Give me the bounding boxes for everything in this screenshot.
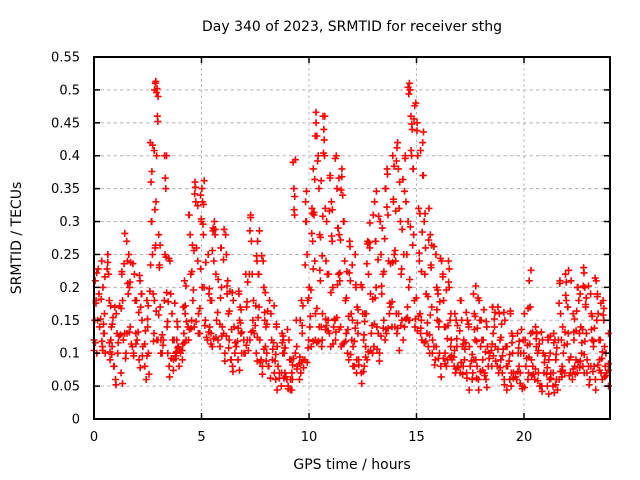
x-tick-label: 5 — [197, 430, 205, 445]
y-tick-label: 0.15 — [51, 314, 80, 329]
data-points — [90, 77, 612, 398]
axis-tick-labels: 0 5 10 15 20 0 0.05 0.1 0.15 0.2 0.25 0.3 0.35 0.4 0.4… — [51, 51, 532, 446]
x-tick-label: 0 — [90, 430, 98, 445]
plot-border — [93, 56, 611, 420]
x-tick-label: 15 — [408, 430, 425, 445]
x-axis-label: GPS time / hours — [293, 457, 410, 473]
y-tick-label: 0.5 — [59, 83, 80, 98]
y-tick-label: 0.05 — [51, 380, 80, 395]
data-point-markers — [90, 77, 612, 398]
chart-title: Day 340 of 2023, SRMTID for receiver sth… — [202, 19, 502, 35]
y-tick-label: 0.55 — [51, 51, 80, 66]
y-tick-label: 0 — [72, 413, 80, 428]
y-tick-label: 0.45 — [51, 116, 80, 131]
y-tick-label: 0.3 — [59, 215, 80, 230]
x-tick-label: 10 — [301, 430, 318, 445]
y-tick-label: 0.2 — [59, 281, 80, 296]
y-axis-label: SRMTID / TECUs — [9, 182, 25, 295]
y-tick-label: 0.1 — [59, 347, 80, 362]
x-tick-label: 20 — [516, 430, 533, 445]
y-tick-label: 0.4 — [59, 149, 80, 164]
y-tick-label: 0.25 — [51, 248, 80, 263]
y-tick-label: 0.35 — [51, 182, 80, 197]
